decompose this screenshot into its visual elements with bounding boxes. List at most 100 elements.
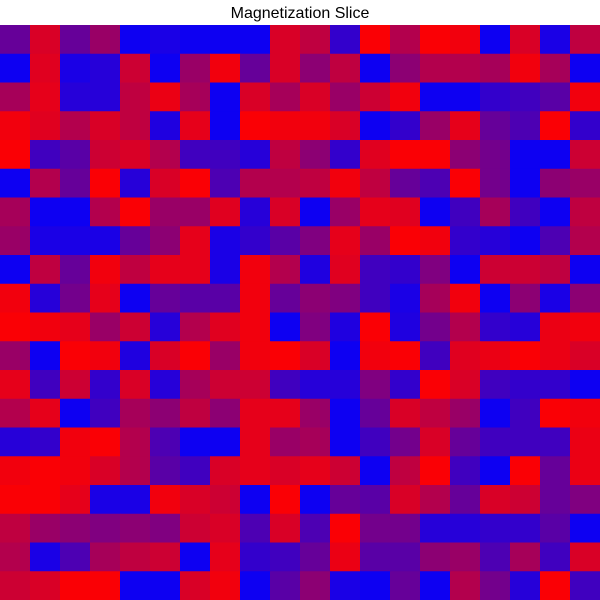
heatmap-cell-r8-c18 [540,255,571,285]
heatmap-cell-r3-c17 [510,111,541,141]
heatmap-cell-r4-c4 [120,140,151,170]
heatmap-cell-r9-c0 [0,283,31,314]
heatmap-cell-r7-c5 [150,226,181,256]
heatmap-cell-r1-c19 [570,53,600,84]
heatmap-cell-r13-c12 [360,398,391,429]
heatmap-cell-r3-c12 [360,111,391,141]
heatmap-cell-r15-c14 [420,456,451,486]
heatmap-cell-r10-c12 [360,312,391,342]
heatmap-cell-r17-c16 [480,513,511,544]
heatmap-cell-r14-c5 [150,427,181,457]
heatmap-cell-r3-c0 [0,111,31,141]
heatmap-cell-r17-c19 [570,513,600,544]
heatmap-cell-r11-c1 [30,341,61,371]
heatmap-cell-r19-c11 [330,571,361,600]
heatmap-cell-r10-c10 [300,312,331,342]
heatmap-cell-r0-c14 [420,25,451,55]
heatmap-cell-r15-c2 [60,456,91,486]
heatmap-cell-r12-c6 [180,370,211,400]
heatmap-cell-r7-c8 [240,226,271,256]
heatmap-cell-r12-c8 [240,370,271,400]
heatmap-cell-r7-c4 [120,226,151,256]
heatmap-cell-r9-c19 [570,283,600,314]
heatmap-cell-r18-c0 [0,542,31,572]
heatmap-cell-r1-c6 [180,53,211,84]
heatmap-cell-r9-c10 [300,283,331,314]
heatmap-cell-r14-c9 [270,427,301,457]
heatmap-cell-r14-c16 [480,427,511,457]
heatmap-cell-r17-c1 [30,513,61,544]
heatmap-cell-r14-c1 [30,427,61,457]
heatmap-cell-r11-c5 [150,341,181,371]
heatmap-cell-r1-c12 [360,53,391,84]
heatmap-cell-r2-c15 [450,82,481,112]
heatmap-cell-r8-c3 [90,255,121,285]
heatmap-cell-r15-c15 [450,456,481,486]
heatmap-cell-r15-c6 [180,456,211,486]
heatmap-cell-r11-c3 [90,341,121,371]
heatmap-cell-r15-c8 [240,456,271,486]
heatmap-cell-r7-c12 [360,226,391,256]
heatmap-cell-r14-c17 [510,427,541,457]
heatmap-cell-r7-c14 [420,226,451,256]
heatmap-cell-r2-c16 [480,82,511,112]
heatmap-cell-r18-c5 [150,542,181,572]
heatmap-cell-r3-c18 [540,111,571,141]
heatmap-cell-r10-c0 [0,312,31,342]
heatmap-cell-r11-c11 [330,341,361,371]
heatmap-cell-r12-c19 [570,370,600,400]
heatmap-cell-r0-c13 [390,25,421,55]
heatmap-cell-r16-c10 [300,485,331,515]
heatmap-cell-r17-c5 [150,513,181,544]
heatmap-cell-r16-c9 [270,485,301,515]
heatmap-cell-r18-c7 [210,542,241,572]
heatmap-cell-r6-c17 [510,197,541,227]
heatmap-cell-r4-c1 [30,140,61,170]
heatmap-cell-r5-c8 [240,168,271,199]
heatmap-cell-r17-c8 [240,513,271,544]
heatmap-cell-r17-c0 [0,513,31,544]
heatmap-cell-r18-c3 [90,542,121,572]
heatmap-cell-r0-c2 [60,25,91,55]
heatmap-cell-r18-c18 [540,542,571,572]
heatmap-cell-r7-c11 [330,226,361,256]
heatmap-cell-r5-c4 [120,168,151,199]
heatmap-cell-r15-c5 [150,456,181,486]
heatmap-cell-r19-c15 [450,571,481,600]
heatmap-cell-r4-c14 [420,140,451,170]
heatmap-cell-r12-c5 [150,370,181,400]
heatmap-cell-r6-c12 [360,197,391,227]
heatmap-cell-r2-c1 [30,82,61,112]
heatmap-cell-r16-c3 [90,485,121,515]
heatmap-cell-r13-c5 [150,398,181,429]
heatmap-cell-r0-c10 [300,25,331,55]
heatmap-cell-r0-c11 [330,25,361,55]
heatmap-cell-r18-c8 [240,542,271,572]
heatmap-cell-r12-c12 [360,370,391,400]
heatmap-cell-r7-c9 [270,226,301,256]
heatmap-cell-r12-c13 [390,370,421,400]
heatmap-cell-r16-c7 [210,485,241,515]
heatmap-cell-r6-c16 [480,197,511,227]
heatmap-cell-r3-c16 [480,111,511,141]
heatmap-cell-r9-c13 [390,283,421,314]
heatmap-cell-r5-c19 [570,168,600,199]
heatmap-cell-r7-c13 [390,226,421,256]
heatmap-cell-r11-c6 [180,341,211,371]
heatmap-cell-r5-c15 [450,168,481,199]
heatmap-cell-r8-c11 [330,255,361,285]
heatmap-cell-r4-c19 [570,140,600,170]
heatmap-cell-r12-c9 [270,370,301,400]
heatmap-cell-r4-c15 [450,140,481,170]
heatmap-cell-r6-c11 [330,197,361,227]
heatmap-cell-r4-c12 [360,140,391,170]
heatmap-cell-r1-c3 [90,53,121,84]
heatmap-cell-r16-c19 [570,485,600,515]
heatmap-cell-r15-c9 [270,456,301,486]
heatmap-cell-r13-c14 [420,398,451,429]
heatmap-cell-r13-c7 [210,398,241,429]
heatmap-cell-r10-c4 [120,312,151,342]
heatmap-cell-r0-c9 [270,25,301,55]
heatmap-cell-r10-c15 [450,312,481,342]
heatmap-cell-r15-c4 [120,456,151,486]
